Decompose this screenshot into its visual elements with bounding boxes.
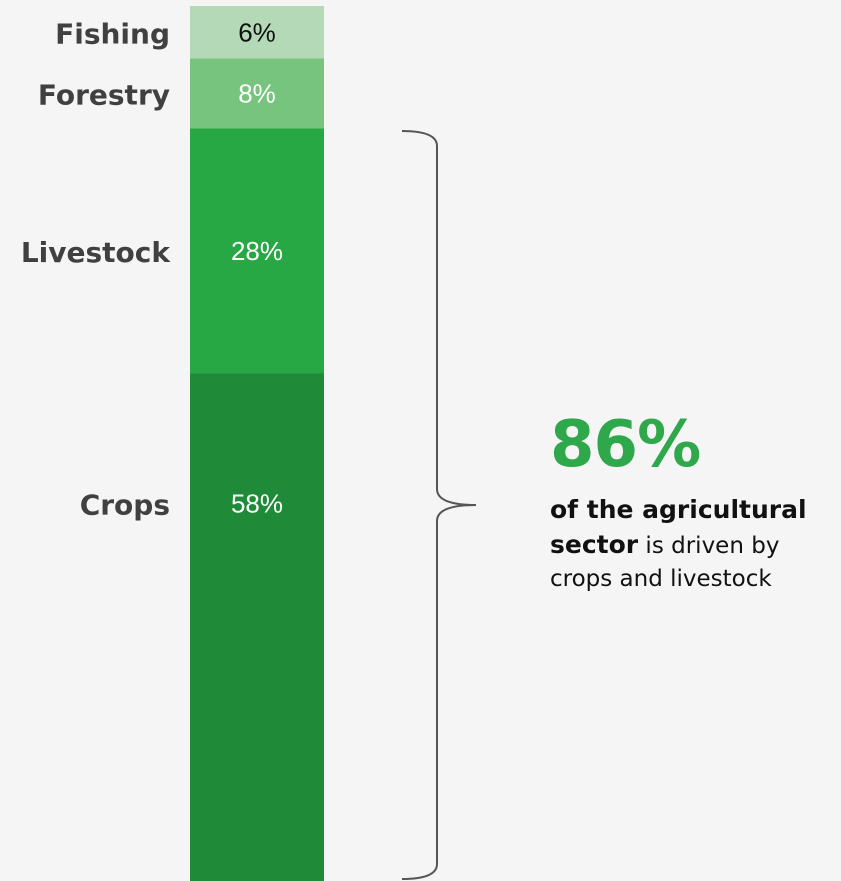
bar-segments: 6% Fishing 8% Forestry 28% Livestock 58% Crops [21, 6, 324, 881]
value-label-forestry: 8% [238, 79, 276, 109]
value-label-crops: 58% [231, 489, 283, 519]
bar-segment-livestock [190, 128, 324, 374]
curly-bracket [401, 130, 477, 880]
callout-bold-text-1: of the agricultural [550, 495, 807, 524]
callout: 86% of the agricultural sector is driven… [550, 405, 840, 596]
callout-big-number: 86% [550, 408, 701, 482]
bar-segment-forestry [190, 58, 324, 129]
category-label-crops: Crops [80, 489, 170, 522]
bar-segment-crops [190, 373, 324, 881]
category-label-livestock: Livestock [21, 236, 172, 269]
bar-segment-fishing [190, 6, 324, 59]
value-label-fishing: 6% [238, 17, 276, 47]
callout-description: of the agricultural sector is driven by … [550, 493, 840, 596]
category-label-fishing: Fishing [55, 17, 170, 50]
value-label-livestock: 28% [231, 236, 283, 266]
callout-plain-text: is driven by crops and livestock [550, 533, 780, 592]
category-label-forestry: Forestry [38, 79, 170, 112]
callout-bold-text-2: sector [550, 530, 639, 559]
